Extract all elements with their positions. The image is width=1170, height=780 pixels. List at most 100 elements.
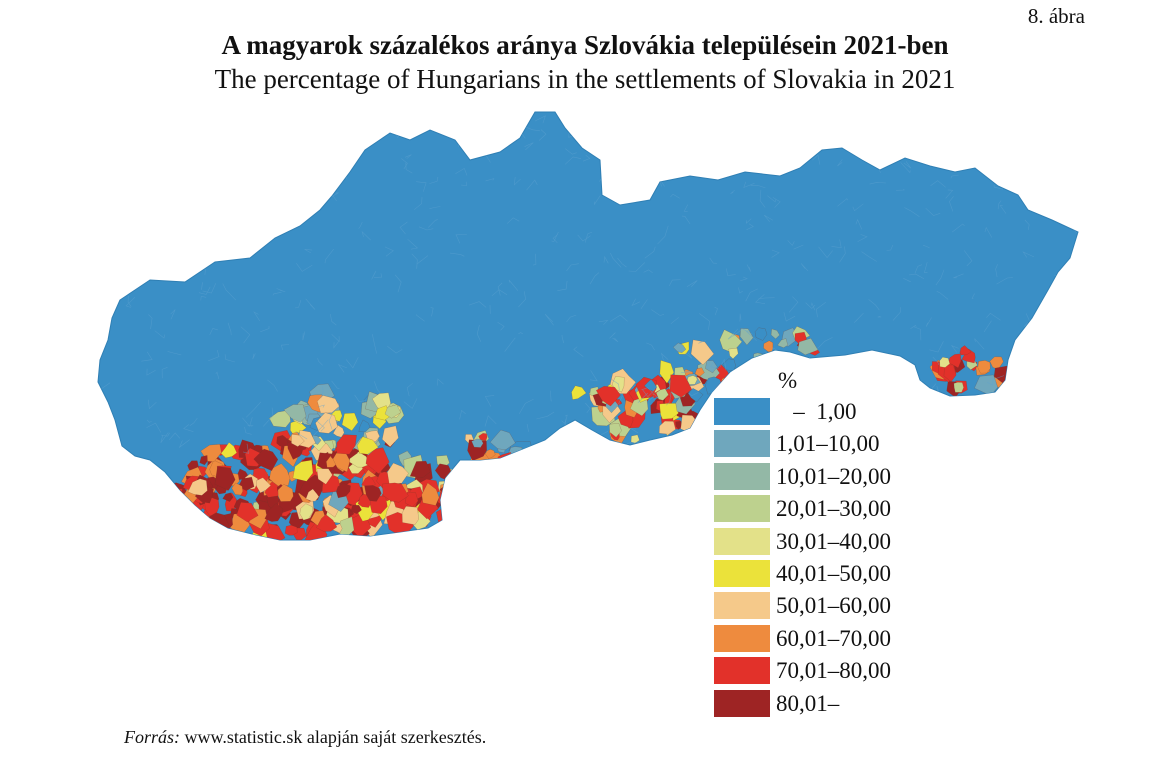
map-title-hungarian: A magyarok százalékos aránya Szlovákia t… — [221, 30, 949, 60]
settlement-border-line — [243, 443, 249, 454]
settlement-border-line — [178, 439, 190, 449]
settlement-border-line — [719, 358, 727, 371]
legend-item: 40,01–50,00 — [714, 560, 954, 590]
legend-item: 1,01–10,00 — [714, 430, 954, 460]
settlement-border-line — [1025, 400, 1035, 412]
settlement-border-line — [683, 204, 689, 212]
settlement-border-line — [663, 445, 669, 451]
settlement-border-line — [401, 158, 408, 170]
settlement-cell — [316, 468, 333, 485]
settlement-border-line — [1039, 376, 1044, 388]
settlement-cell — [440, 498, 450, 507]
settlement-cell — [253, 448, 279, 472]
settlement-border-line — [373, 381, 381, 393]
settlement-border-line — [726, 268, 736, 276]
settlement-cell — [489, 429, 516, 450]
settlement-border-line — [772, 197, 781, 208]
settlement-border-line — [246, 186, 263, 189]
settlement-border-line — [245, 401, 262, 418]
settlement-border-line — [715, 143, 725, 162]
settlement-border-line — [544, 313, 554, 326]
settlement-border-line — [354, 394, 367, 403]
settlement-border-line — [839, 246, 846, 263]
settlement-cell — [953, 382, 964, 393]
settlement-border-line — [963, 250, 973, 267]
settlement-border-line — [667, 122, 679, 132]
settlement-border-line — [267, 379, 278, 392]
settlement-cell — [195, 523, 210, 535]
settlement-border-line — [758, 297, 775, 300]
settlement-cell — [220, 442, 238, 459]
settlement-border-line — [950, 174, 959, 179]
settlement-border-line — [904, 207, 920, 218]
settlement-border-line — [733, 328, 753, 337]
settlement-border-line — [1040, 328, 1051, 334]
settlement-border-line — [262, 407, 274, 427]
settlement-border-line — [603, 255, 609, 264]
settlement-border-line — [167, 351, 182, 356]
settlement-border-line — [550, 390, 553, 402]
settlement-border-line — [497, 322, 505, 331]
settlement-border-line — [909, 273, 925, 279]
settlement-border-line — [259, 211, 264, 222]
legend-label: 50,01–60,00 — [776, 593, 891, 619]
settlement-cell — [256, 477, 272, 494]
settlement-border-line — [783, 312, 796, 322]
settlement-cell — [669, 374, 693, 398]
settlement-border-line — [710, 362, 719, 369]
map-title-english: The percentage of Hungarians in the sett… — [214, 64, 956, 94]
settlement-border-line — [669, 279, 681, 287]
settlement-border-line — [886, 244, 894, 251]
settlement-border-line — [746, 329, 757, 341]
settlement-border-line — [476, 325, 482, 343]
settlement-cell — [364, 485, 382, 502]
legend-label: 40,01–50,00 — [776, 561, 891, 586]
settlement-cell — [659, 403, 679, 420]
settlement-border-line — [670, 193, 680, 199]
settlement-cell — [675, 420, 682, 430]
settlement-cell — [485, 449, 496, 459]
settlement-border-line — [208, 349, 220, 362]
legend-item: 60,01–70,00 — [714, 624, 954, 655]
settlement-border-line — [154, 330, 166, 339]
settlement-border-line — [484, 395, 495, 407]
settlement-border-line — [536, 411, 555, 420]
settlement-border-line — [1039, 391, 1050, 401]
settlement-border-line — [506, 217, 520, 224]
settlement-border-line — [213, 191, 223, 199]
settlement-border-line — [429, 176, 439, 184]
settlement-cell — [231, 482, 243, 496]
legend-label: – 1,00 — [776, 399, 857, 424]
settlement-cell — [687, 388, 704, 403]
settlement-border-line — [337, 363, 348, 373]
settlement-border-line — [590, 370, 598, 382]
settlement-border-line — [900, 162, 911, 174]
settlement-cell — [214, 466, 236, 491]
settlement-border-line — [1022, 251, 1035, 258]
settlement-border-line — [361, 230, 371, 241]
settlement-border-line — [1057, 425, 1064, 436]
settlement-border-line — [294, 205, 303, 214]
settlement-border-line — [594, 127, 606, 145]
settlement-border-line — [1017, 362, 1027, 372]
settlement-border-line — [509, 119, 526, 139]
settlement-border-line — [903, 278, 911, 283]
settlement-border-line — [358, 221, 363, 229]
settlement-border-line — [839, 135, 846, 145]
settlement-border-line — [566, 263, 579, 272]
settlement-border-line — [235, 221, 243, 231]
source-prefix: Forrás: — [124, 727, 181, 747]
settlement-border-line — [526, 424, 529, 433]
settlement-border-line — [643, 269, 653, 274]
settlement-border-line — [324, 248, 334, 264]
settlement-border-line — [470, 112, 479, 121]
settlement-border-line — [415, 314, 425, 322]
settlement-cell — [384, 404, 402, 419]
settlement-border-line — [684, 434, 701, 438]
settlement-cell — [943, 364, 957, 383]
settlement-border-line — [705, 164, 717, 179]
settlement-border-line — [997, 200, 1002, 210]
settlement-border-line — [437, 378, 444, 386]
settlement-cell — [471, 438, 484, 448]
